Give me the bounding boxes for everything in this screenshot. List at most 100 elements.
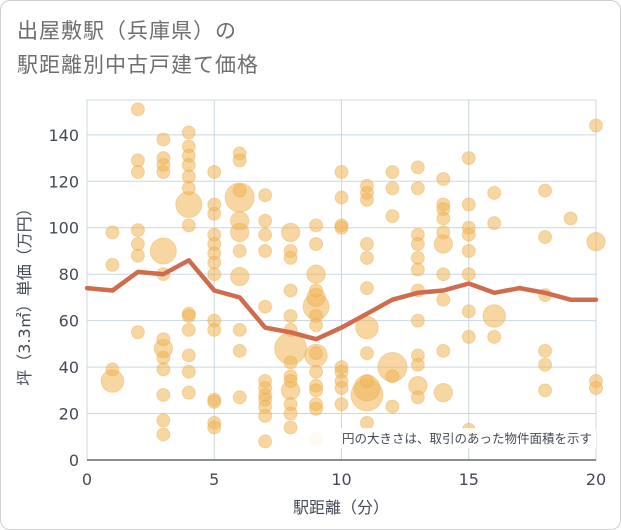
title-line-1: 出屋敷駅（兵庫県）の: [17, 19, 237, 43]
y-tick-label: 0: [69, 451, 79, 470]
bubble-point: [487, 216, 502, 231]
bubble-point: [359, 346, 374, 361]
bubble-point: [385, 399, 400, 414]
bubble-point: [359, 192, 374, 207]
bubble-point: [181, 385, 196, 400]
bubble-point: [156, 165, 171, 179]
bubble-point: [105, 257, 120, 272]
bubble-point: [207, 394, 222, 409]
y-tick-label: 40: [59, 358, 79, 377]
bubble-point: [410, 181, 425, 196]
bubble-point: [589, 118, 603, 133]
bubble-point: [334, 220, 349, 235]
bubble-point: [258, 434, 273, 449]
bubble-point: [436, 211, 451, 226]
bubble-point: [309, 237, 324, 251]
bubble-point: [589, 381, 603, 395]
bubble-point: [156, 362, 171, 377]
bubble-point: [355, 315, 379, 340]
bubble-point: [436, 225, 451, 240]
bubble-point: [181, 158, 196, 173]
bubble-point: [309, 383, 324, 398]
bubble-point: [258, 299, 273, 314]
bubble-point: [385, 165, 400, 179]
bubble-point: [130, 102, 145, 117]
bubble-point: [309, 283, 324, 298]
x-axis-label: 駅距離（分）: [293, 498, 389, 517]
bubble-point: [258, 227, 273, 242]
bubble-point: [130, 248, 145, 263]
bubble-point: [232, 322, 247, 337]
bubble-point: [586, 231, 606, 252]
y-tick-label: 80: [59, 265, 79, 284]
y-tick-label: 120: [48, 172, 79, 191]
bubble-point: [563, 211, 578, 226]
bubble-point: [283, 355, 298, 370]
x-tick-label: 0: [82, 470, 92, 489]
bubble-point: [207, 165, 222, 179]
bubble-point: [181, 169, 196, 184]
bubble-point: [309, 346, 324, 361]
bubble-point: [280, 222, 301, 243]
bubble-point: [181, 125, 196, 140]
bubble-point: [461, 151, 476, 166]
bubble-point: [487, 185, 502, 200]
bubble-point: [461, 329, 476, 344]
bubble-point: [538, 183, 553, 198]
bubble-point: [175, 191, 203, 219]
bubble-point: [207, 322, 222, 337]
bubble-point: [359, 237, 374, 251]
bubble-point: [207, 206, 222, 221]
bubble-point: [410, 390, 425, 405]
bubble-point: [283, 250, 298, 265]
bubble-point: [181, 322, 196, 337]
bubble-point: [482, 304, 506, 328]
bubble-point: [258, 408, 273, 423]
bubble-point: [433, 382, 453, 403]
chart-title: 出屋敷駅（兵庫県）の 駅距離別中古戸建て価格: [17, 14, 259, 82]
bubble-point: [181, 364, 196, 379]
bubble-point: [258, 213, 273, 228]
bubble-point: [436, 292, 451, 307]
note-background: [303, 428, 596, 448]
bubble-point: [410, 262, 425, 277]
bubble-point: [181, 218, 196, 233]
bubble-point: [359, 415, 374, 430]
bubble-point: [334, 381, 349, 395]
bubble-point: [232, 183, 247, 198]
bubble-point: [334, 165, 349, 179]
bubble-point: [258, 243, 273, 258]
bubble-point: [359, 281, 374, 296]
bubble-point: [359, 250, 374, 265]
bubble-point: [309, 218, 324, 233]
bubble-point: [230, 222, 250, 243]
axes: 0 20 40 60 80 100 120 140 0 5 10 15 20: [48, 126, 606, 489]
bubble-point: [230, 266, 250, 287]
bubble-point: [385, 209, 400, 224]
bubble-point: [410, 237, 425, 251]
bubble-point: [156, 413, 171, 428]
bubble-point: [436, 343, 451, 358]
bubble-point: [410, 357, 425, 372]
bubble-point: [181, 309, 196, 323]
bubble-point: [105, 362, 120, 377]
bubble-point: [461, 243, 476, 258]
bubble-point: [181, 181, 196, 196]
bubble-point: [283, 420, 298, 435]
bubble-point: [461, 304, 476, 319]
average-price-line: [84, 258, 599, 342]
bubble-point: [156, 332, 171, 347]
bubble-point: [156, 350, 171, 365]
bubble-point: [232, 343, 247, 358]
y-tick-label: 140: [48, 126, 79, 145]
bubble-point: [334, 397, 349, 412]
bubble-point: [461, 227, 476, 242]
bubble-point: [130, 237, 145, 251]
bubble-point: [359, 374, 374, 389]
bubble-point: [283, 374, 298, 389]
bubble-point: [207, 267, 222, 282]
bubble-point: [130, 153, 145, 168]
bubble-point: [156, 387, 171, 402]
bubble-point: [334, 190, 349, 205]
